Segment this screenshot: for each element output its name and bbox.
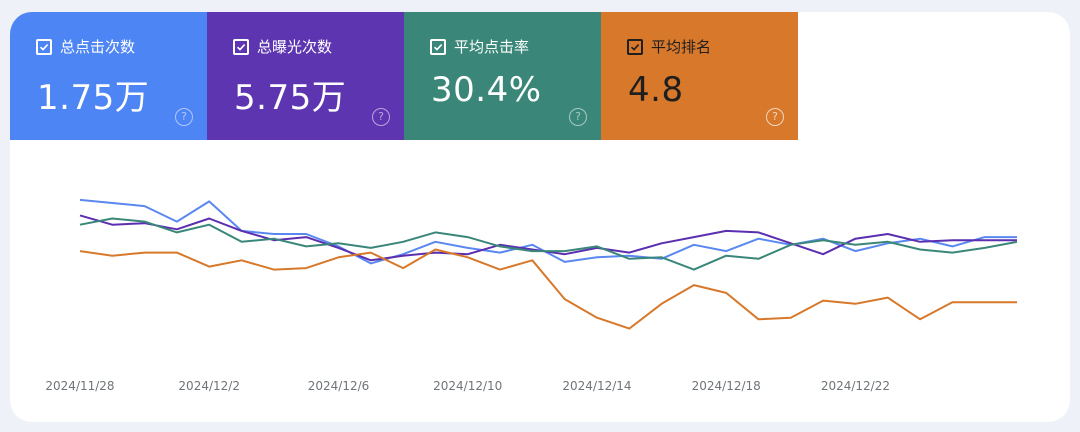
metric-tile-position[interactable]: 平均排名 4.8 ? [601, 12, 798, 140]
x-tick-label: 2024/11/28 [45, 379, 114, 393]
checkbox-checked-icon[interactable] [233, 38, 249, 55]
metric-value: 1.75万 [37, 78, 150, 118]
help-icon[interactable]: ? [569, 108, 587, 126]
x-tick-label: 2024/12/6 [308, 379, 370, 393]
metric-header: 总点击次数 [36, 36, 135, 57]
checkbox-checked-icon[interactable] [36, 38, 52, 55]
series-line-3 [79, 248, 1017, 330]
metric-tile-impressions[interactable]: 总曝光次数 5.75万 ? [207, 12, 404, 140]
help-icon[interactable]: ? [372, 108, 390, 126]
metric-value: 30.4% [431, 70, 542, 110]
metric-header: 平均排名 [627, 36, 711, 57]
help-icon[interactable]: ? [175, 108, 193, 126]
metric-label: 平均排名 [651, 38, 712, 56]
metric-header: 平均点击率 [430, 36, 529, 57]
metric-header: 总曝光次数 [233, 36, 332, 57]
metric-label: 总曝光次数 [257, 38, 333, 56]
metric-tile-ctr[interactable]: 平均点击率 30.4% ? [404, 12, 601, 140]
checkbox-checked-icon[interactable] [430, 38, 446, 55]
metric-label: 总点击次数 [60, 38, 136, 56]
metric-tile-clicks[interactable]: 总点击次数 1.75万 ? [10, 12, 207, 140]
metric-value: 4.8 [628, 70, 684, 110]
metric-tiles: 总点击次数 1.75万 ? 总曝光次数 5.75万 ? 平均点击率 30.4% … [10, 12, 798, 140]
x-tick-label: 2024/12/18 [692, 379, 761, 393]
series-line-0 [79, 198, 1017, 265]
checkbox-checked-icon[interactable] [627, 38, 643, 55]
performance-card: 总点击次数 1.75万 ? 总曝光次数 5.75万 ? 平均点击率 30.4% … [10, 12, 1070, 422]
x-tick-label: 2024/12/10 [433, 379, 502, 393]
metric-label: 平均点击率 [454, 38, 530, 56]
line-chart: 2024/11/28 2024/12/2 2024/12/6 2024/12/10 20… [45, 198, 1018, 393]
x-tick-label: 2024/12/2 [178, 379, 240, 393]
x-tick-label: 2024/12/22 [821, 379, 890, 393]
series-line-2 [79, 217, 1018, 271]
help-icon[interactable]: ? [766, 108, 784, 126]
metric-value: 5.75万 [234, 78, 347, 118]
x-tick-label: 2024/12/14 [562, 379, 631, 393]
